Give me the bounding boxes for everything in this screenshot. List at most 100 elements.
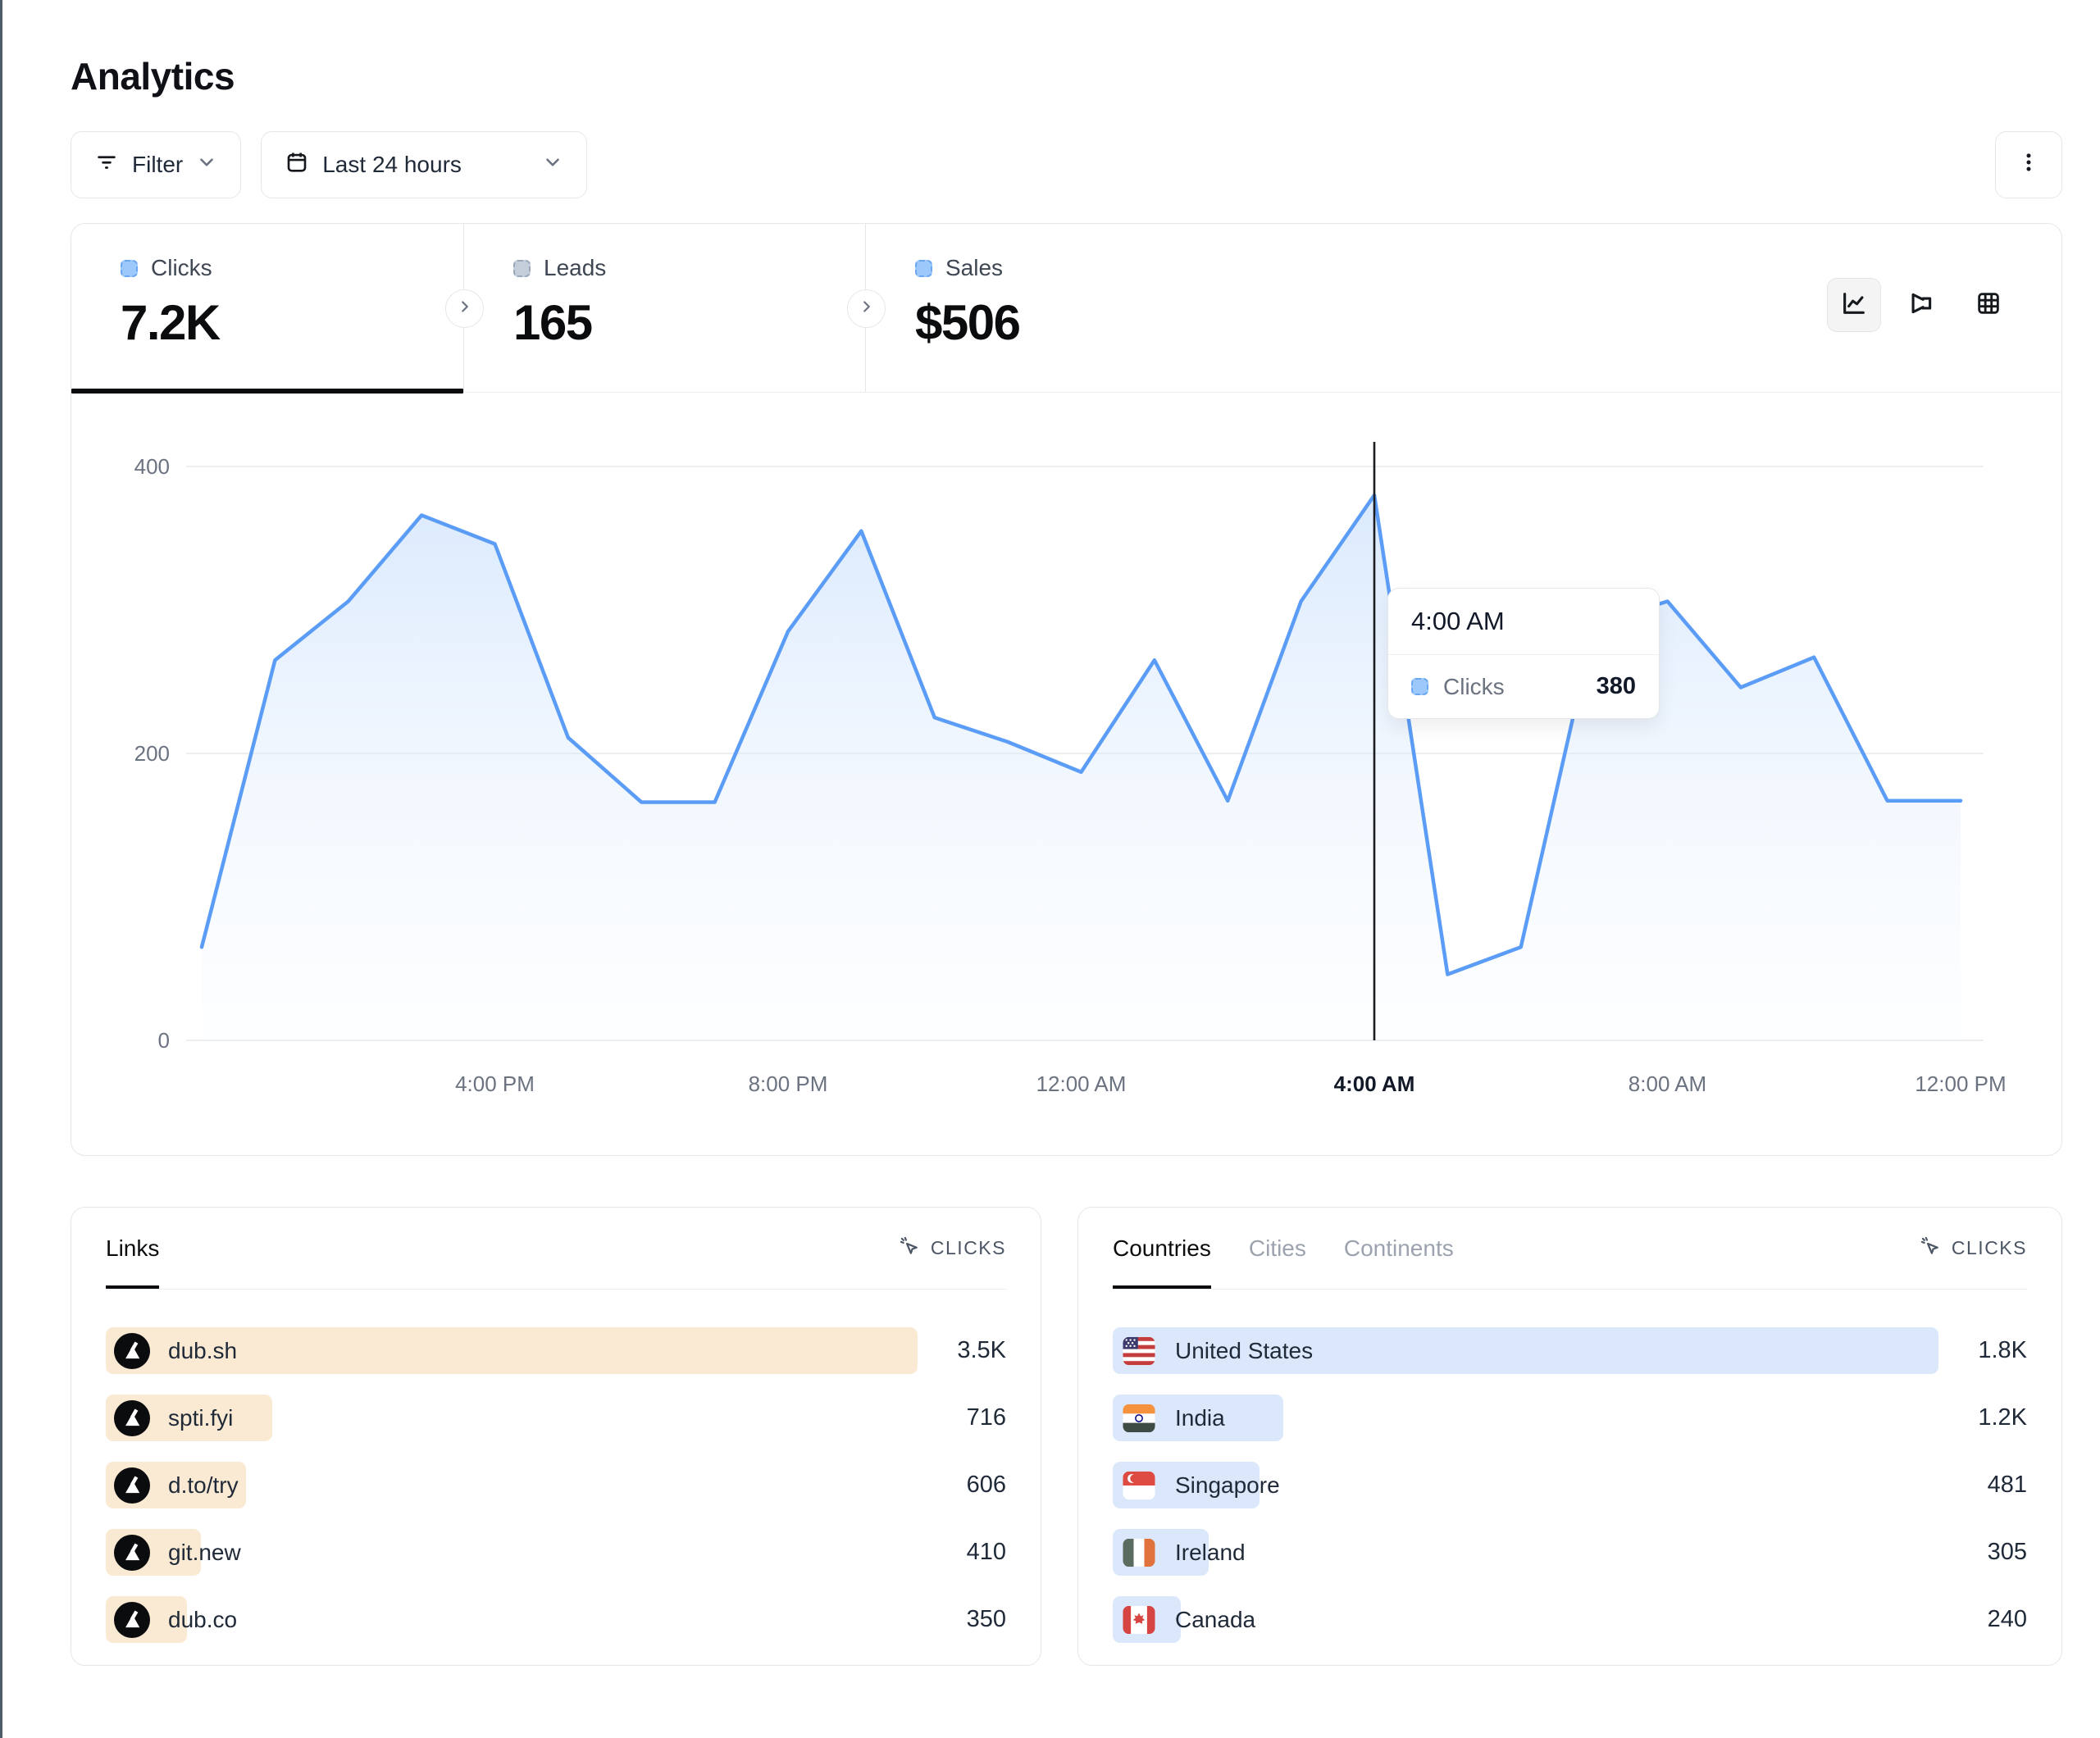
funnel-chart-icon — [1907, 289, 1935, 321]
cursor-click-icon — [1919, 1235, 1942, 1263]
chevron-down-icon — [196, 152, 217, 179]
clicks-tab-value: 7.2K — [121, 295, 221, 350]
tab-countries[interactable]: Countries — [1113, 1208, 1211, 1289]
list-item[interactable]: dub.co 350 — [106, 1596, 1006, 1643]
countries-metric-toggle[interactable]: CLICKS — [1919, 1208, 2027, 1289]
links-metric-toggle[interactable]: CLICKS — [898, 1208, 1006, 1289]
flag-ca-icon — [1121, 1602, 1157, 1638]
flag-ie-icon — [1121, 1535, 1157, 1571]
list-item[interactable]: United States 1.8K — [1113, 1327, 2027, 1374]
chevron-down-icon — [542, 152, 563, 179]
y-axis-tick: 400 — [134, 454, 170, 479]
item-value: 3.5K — [957, 1337, 1006, 1363]
sales-legend-swatch — [915, 259, 932, 277]
leads-tab-label: Leads — [544, 255, 607, 280]
line-chart-icon — [1840, 289, 1868, 321]
item-label: d.to/try — [168, 1472, 239, 1498]
tooltip-series-label: Clicks — [1443, 673, 1505, 699]
metric-tabs: Clicks 7.2K Leads 165 Sales $506 — [71, 224, 2061, 394]
item-value: 305 — [1987, 1539, 2027, 1565]
calendar-icon — [285, 150, 309, 180]
leads-legend-swatch — [513, 259, 531, 277]
tooltip-series-value: 380 — [1596, 673, 1636, 699]
list-item[interactable]: dub.sh 3.5K — [106, 1327, 1006, 1374]
analytics-chart-card: Clicks 7.2K Leads 165 Sales $506 — [71, 223, 2062, 1156]
item-label: Singapore — [1175, 1472, 1280, 1498]
flag-sg-icon — [1121, 1467, 1157, 1504]
x-axis-tick: 12:00 PM — [1915, 1071, 2006, 1096]
table-grid-icon — [1975, 289, 2002, 321]
countries-list: United States 1.8K India 1.2K Singapore 481 Ir… — [1113, 1290, 2027, 1643]
item-label: dub.sh — [168, 1337, 238, 1363]
list-item[interactable]: Singapore 481 — [1113, 1462, 2027, 1508]
filter-button[interactable]: Filter — [71, 131, 242, 198]
x-axis-tick: 4:00 PM — [455, 1071, 535, 1096]
sales-tab-label: Sales — [945, 255, 1004, 280]
value-bar — [1113, 1327, 1938, 1374]
x-axis-tick: 4:00 AM — [1334, 1071, 1415, 1096]
toolbar: Filter Last 24 hours — [71, 131, 2062, 198]
chart-tooltip: 4:00 AM Clicks 380 — [1387, 588, 1660, 719]
filter-button-label: Filter — [132, 152, 184, 177]
item-value: 350 — [966, 1606, 1006, 1632]
item-label: United States — [1175, 1337, 1314, 1363]
item-label: dub.co — [168, 1606, 238, 1632]
dub-logo-icon — [114, 1467, 150, 1504]
dub-logo-icon — [114, 1399, 150, 1436]
next-metric-button[interactable] — [445, 289, 484, 328]
list-item[interactable]: git.new 410 — [106, 1529, 1006, 1576]
links-list: dub.sh 3.5K spti.fyi 716 d.to/try 606 git.new 4… — [106, 1290, 1006, 1643]
next-metric-button[interactable] — [847, 289, 886, 328]
tab-leads[interactable]: Leads 165 — [464, 224, 866, 392]
funnel-chart-view-button[interactable] — [1894, 278, 1948, 332]
filter-icon — [94, 150, 119, 180]
x-axis-tick: 12:00 AM — [1036, 1071, 1127, 1096]
item-value: 410 — [966, 1539, 1006, 1565]
x-axis-tick: 8:00 PM — [749, 1071, 828, 1096]
item-label: Ireland — [1175, 1539, 1246, 1565]
tab-links[interactable]: Links — [106, 1208, 160, 1289]
kebab-menu-icon — [2016, 150, 2041, 180]
chevron-right-icon — [858, 298, 876, 320]
dub-logo-icon — [114, 1332, 150, 1369]
y-axis-tick: 0 — [158, 1028, 170, 1053]
table-grid-view-button[interactable] — [1961, 278, 2016, 332]
value-bar — [106, 1327, 918, 1374]
item-label: git.new — [168, 1539, 241, 1565]
clicks-line — [199, 493, 1963, 976]
item-value: 240 — [1987, 1606, 2027, 1632]
list-item[interactable]: India 1.2K — [1113, 1394, 2027, 1441]
dub-logo-icon — [114, 1534, 150, 1571]
flag-us-icon — [1121, 1333, 1157, 1369]
cursor-click-icon — [898, 1235, 921, 1263]
links-metric-label: CLICKS — [930, 1237, 1006, 1258]
chart-view-switch — [1827, 278, 2016, 332]
line-chart-view-button[interactable] — [1827, 278, 1881, 332]
links-panel-header: Links CLICKS — [106, 1208, 1006, 1290]
clicks-legend-swatch — [121, 259, 138, 277]
clicks-time-series-chart[interactable]: 0 200 400 4:00 PM 8:00 PM 12:00 AM 4:00 AM 8:00… — [71, 393, 2061, 1153]
item-value: 1.8K — [1978, 1337, 2027, 1363]
countries-panel: Countries Cities Continents CLICKS Unite… — [1077, 1207, 2062, 1666]
item-value: 606 — [966, 1472, 1006, 1498]
tab-cities[interactable]: Cities — [1248, 1235, 1306, 1261]
tab-sales[interactable]: Sales $506 — [866, 224, 1268, 392]
page-title: Analytics — [71, 55, 235, 98]
breakdown-panels: Links CLICKS dub.sh 3.5K spti.fyi 716 d.to/t… — [71, 1207, 2062, 1666]
date-range-label: Last 24 hours — [322, 152, 462, 177]
list-item[interactable]: spti.fyi 716 — [106, 1394, 1006, 1441]
list-item[interactable]: Ireland 305 — [1113, 1529, 2027, 1576]
more-options-button[interactable] — [1995, 131, 2062, 198]
list-item[interactable]: d.to/try 606 — [106, 1462, 1006, 1508]
item-value: 1.2K — [1978, 1404, 2027, 1431]
chevron-right-icon — [456, 298, 474, 320]
tooltip-time: 4:00 AM — [1388, 589, 1659, 655]
tab-continents[interactable]: Continents — [1343, 1235, 1454, 1261]
item-label: spti.fyi — [168, 1404, 234, 1431]
date-range-button[interactable]: Last 24 hours — [261, 131, 588, 198]
item-label: India — [1175, 1404, 1225, 1431]
item-label: Canada — [1175, 1606, 1256, 1632]
tab-clicks[interactable]: Clicks 7.2K — [71, 224, 464, 394]
list-item[interactable]: Canada 240 — [1113, 1596, 2027, 1643]
